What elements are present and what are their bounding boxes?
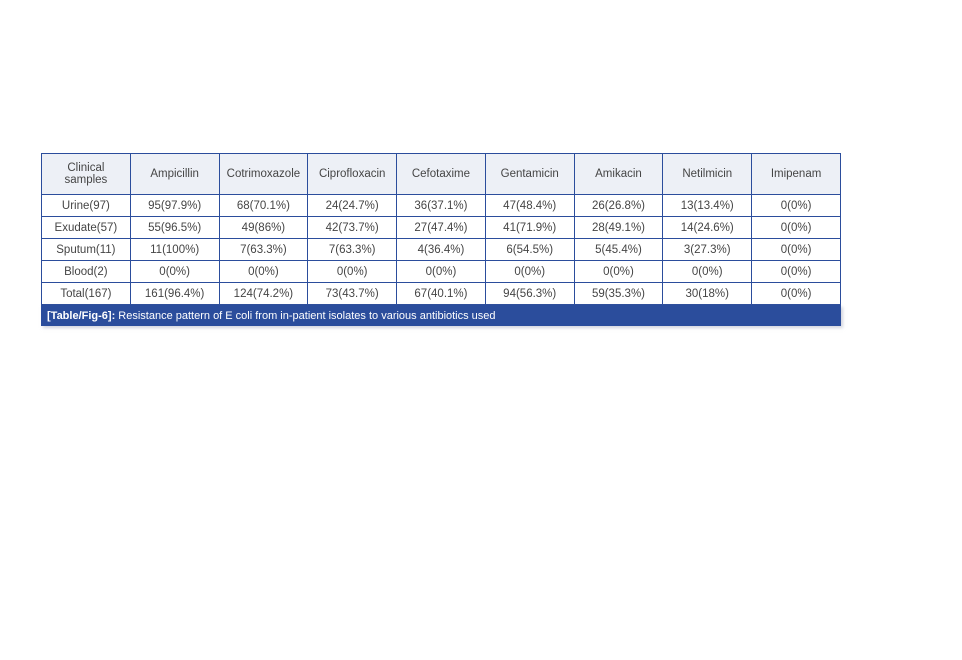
table-cell: 161(96.4%) bbox=[129, 282, 220, 305]
row-label: Sputum(11) bbox=[41, 238, 131, 261]
column-header-gentamicin: Gentamicin bbox=[484, 153, 575, 195]
table-cell: 36(37.1%) bbox=[396, 194, 486, 217]
table-cell: 94(56.3%) bbox=[484, 282, 575, 305]
table-figure: Clinical samples Ampicillin Cotrimoxazol… bbox=[41, 153, 841, 326]
table-cell: 0(0%) bbox=[307, 260, 398, 283]
table-cell: 0(0%) bbox=[484, 260, 575, 283]
column-header-cotrimoxazole: Cotrimoxazole bbox=[218, 153, 309, 195]
table-cell: 26(26.8%) bbox=[573, 194, 664, 217]
table-cell: 95(97.9%) bbox=[129, 194, 220, 217]
table-cell: 49(86%) bbox=[218, 216, 309, 239]
table-cell: 0(0%) bbox=[751, 282, 841, 305]
table-body: Urine(97) 95(97.9%) 68(70.1%) 24(24.7%) … bbox=[41, 194, 841, 305]
table-cell: 24(24.7%) bbox=[307, 194, 398, 217]
table-cell: 59(35.3%) bbox=[573, 282, 664, 305]
table-cell: 41(71.9%) bbox=[484, 216, 575, 239]
table-cell: 27(47.4%) bbox=[396, 216, 486, 239]
table-row-urine: Urine(97) 95(97.9%) 68(70.1%) 24(24.7%) … bbox=[41, 194, 841, 217]
table-cell: 11(100%) bbox=[129, 238, 220, 261]
table-cell: 0(0%) bbox=[396, 260, 486, 283]
table-row-exudate: Exudate(57) 55(96.5%) 49(86%) 42(73.7%) … bbox=[41, 216, 841, 239]
column-header-cefotaxime: Cefotaxime bbox=[396, 153, 486, 195]
table-cell: 73(43.7%) bbox=[307, 282, 398, 305]
table-cell: 3(27.3%) bbox=[662, 238, 753, 261]
table-cell: 0(0%) bbox=[751, 238, 841, 261]
column-header-clinical-samples: Clinical samples bbox=[41, 153, 131, 195]
table-cell: 5(45.4%) bbox=[573, 238, 664, 261]
table-cell: 0(0%) bbox=[751, 194, 841, 217]
table-cell: 0(0%) bbox=[218, 260, 309, 283]
caption-text: Resistance pattern of E coli from in-pat… bbox=[115, 310, 496, 322]
table-cell: 13(13.4%) bbox=[662, 194, 753, 217]
table-cell: 0(0%) bbox=[662, 260, 753, 283]
table-header: Clinical samples Ampicillin Cotrimoxazol… bbox=[41, 153, 841, 195]
table-cell: 0(0%) bbox=[573, 260, 664, 283]
table-cell: 7(63.3%) bbox=[307, 238, 398, 261]
table-cell: 0(0%) bbox=[129, 260, 220, 283]
row-label: Blood(2) bbox=[41, 260, 131, 283]
table-cell: 0(0%) bbox=[751, 216, 841, 239]
table-cell: 0(0%) bbox=[751, 260, 841, 283]
table-cell: 42(73.7%) bbox=[307, 216, 398, 239]
table-cell: 28(49.1%) bbox=[573, 216, 664, 239]
column-header-ampicillin: Ampicillin bbox=[129, 153, 220, 195]
table-cell: 124(74.2%) bbox=[218, 282, 309, 305]
table-cell: 68(70.1%) bbox=[218, 194, 309, 217]
table-cell: 55(96.5%) bbox=[129, 216, 220, 239]
table-cell: 14(24.6%) bbox=[662, 216, 753, 239]
table-cell: 4(36.4%) bbox=[396, 238, 486, 261]
row-label: Total(167) bbox=[41, 282, 131, 305]
table-row-total: Total(167) 161(96.4%) 124(74.2%) 73(43.7… bbox=[41, 282, 841, 305]
column-header-netilmicin: Netilmicin bbox=[662, 153, 753, 195]
table-row-sputum: Sputum(11) 11(100%) 7(63.3%) 7(63.3%) 4(… bbox=[41, 238, 841, 261]
column-header-amikacin: Amikacin bbox=[573, 153, 664, 195]
caption-label: [Table/Fig-6]: bbox=[47, 310, 116, 322]
table-cell: 6(54.5%) bbox=[484, 238, 575, 261]
figure-caption: [Table/Fig-6]: Resistance pattern of E c… bbox=[41, 305, 841, 326]
table-row-blood: Blood(2) 0(0%) 0(0%) 0(0%) 0(0%) 0(0%) 0… bbox=[41, 260, 841, 283]
table-cell: 67(40.1%) bbox=[396, 282, 486, 305]
row-label: Urine(97) bbox=[41, 194, 131, 217]
table-cell: 30(18%) bbox=[662, 282, 753, 305]
table-cell: 47(48.4%) bbox=[484, 194, 575, 217]
resistance-table: Clinical samples Ampicillin Cotrimoxazol… bbox=[41, 153, 841, 305]
column-header-ciprofloxacin: Ciprofloxacin bbox=[307, 153, 398, 195]
row-label: Exudate(57) bbox=[41, 216, 131, 239]
table-cell: 7(63.3%) bbox=[218, 238, 309, 261]
header-row: Clinical samples Ampicillin Cotrimoxazol… bbox=[41, 153, 841, 195]
column-header-imipenam: Imipenam bbox=[751, 153, 841, 195]
